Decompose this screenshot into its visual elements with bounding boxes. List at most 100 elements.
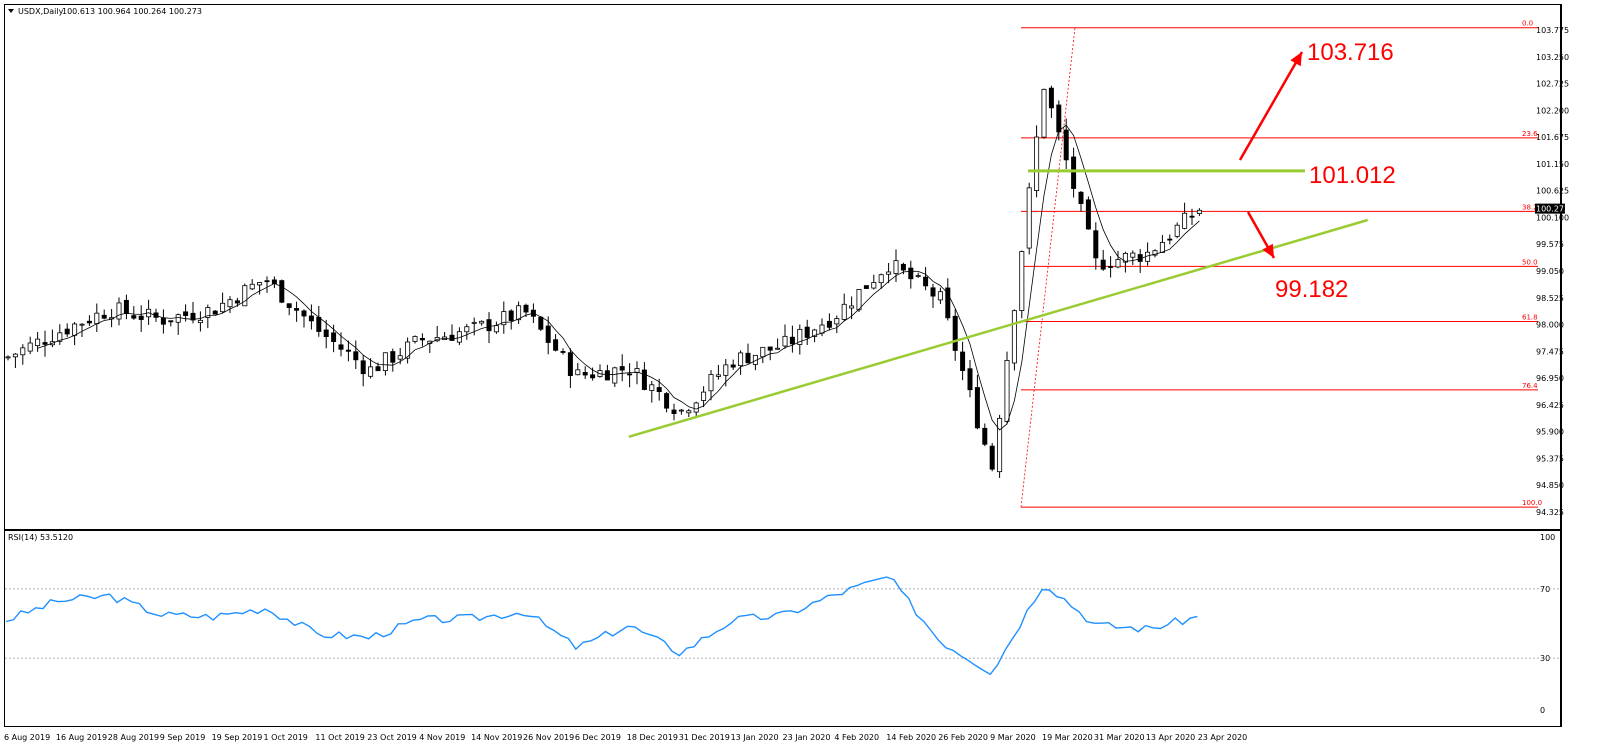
candle-body <box>257 282 263 286</box>
candle-body <box>190 312 196 321</box>
target-down-label: 99.182 <box>1275 276 1348 303</box>
price-tick: 98.525 <box>1536 294 1564 303</box>
candle-body <box>101 314 107 319</box>
candle-body <box>205 307 211 318</box>
candle-body <box>501 311 507 326</box>
candle-body <box>553 339 559 351</box>
rsi-tick: 30 <box>1540 654 1550 663</box>
ascending-trendline <box>628 218 1369 438</box>
fib-level-label: 76.4 <box>1522 382 1538 390</box>
date-tick: 26 Feb 2020 <box>938 733 988 742</box>
candle-body <box>745 352 751 364</box>
date-tick: 4 Feb 2020 <box>834 733 879 742</box>
candle-body <box>227 299 233 308</box>
candle-body <box>989 445 995 470</box>
date-tick: 23 Apr 2020 <box>1198 733 1247 742</box>
candle-body <box>804 326 810 338</box>
candle-body <box>715 374 721 377</box>
candle-body <box>923 276 929 287</box>
arrows <box>1238 51 1304 259</box>
symbol-info: USDX,Daily <box>18 7 64 16</box>
candle-body <box>1019 251 1025 311</box>
current-price-label: 100.273 <box>1536 205 1569 214</box>
candle-body <box>72 323 78 336</box>
candle-body <box>937 291 943 301</box>
moving-average <box>37 124 1200 431</box>
price-tick: 95.375 <box>1536 454 1564 463</box>
candle-body <box>723 364 729 376</box>
candle-body <box>64 328 70 335</box>
candle-body <box>212 310 218 315</box>
candle-body <box>627 373 633 376</box>
candle-body <box>390 351 396 363</box>
candle-body <box>279 280 285 303</box>
date-tick: 18 Dec 2019 <box>627 733 678 742</box>
resistance-label: 101.012 <box>1309 162 1396 189</box>
candle-body <box>590 374 596 379</box>
candle-body <box>35 338 41 347</box>
date-axis: 6 Aug 2019 16 Aug 2019 28 Aug 2019 9 Sep… <box>4 733 1247 742</box>
candle-body <box>1122 252 1128 263</box>
candle-body <box>175 314 181 323</box>
candle-body <box>493 325 499 333</box>
candle-body <box>27 342 33 352</box>
candle-body <box>782 335 788 347</box>
candle-body <box>1174 224 1180 237</box>
rsi-series-line <box>5 576 1198 676</box>
candle-body <box>730 364 736 368</box>
fibonacci-labels: 0.0 23.6 38.2 50.0 61.8 76.4 100.0 <box>1522 20 1542 507</box>
candle-body <box>1026 187 1032 249</box>
candle-body <box>1085 199 1091 230</box>
candle-body <box>242 285 248 307</box>
candle-body <box>86 320 92 324</box>
candle-body <box>641 369 647 390</box>
price-tick: 102.200 <box>1536 106 1569 115</box>
date-tick: 11 Oct 2019 <box>315 733 364 742</box>
date-tick: 23 Jan 2020 <box>783 733 831 742</box>
candle-body <box>582 372 588 376</box>
candle-body <box>575 369 581 376</box>
candle-body <box>397 355 403 360</box>
candle-body <box>789 336 795 345</box>
price-tick: 94.850 <box>1536 481 1564 490</box>
candle-body <box>1115 259 1121 268</box>
candle-body <box>479 320 485 324</box>
up-arrow-shaft <box>1238 51 1304 161</box>
candle-body <box>1108 266 1114 268</box>
current-price-badge <box>1535 203 1565 214</box>
candle-body <box>160 317 166 325</box>
down-arrow-head <box>1262 243 1274 258</box>
candle-body <box>1130 252 1136 258</box>
dropdown-triangle-icon[interactable] <box>8 9 14 13</box>
candle-body <box>94 312 100 325</box>
price-tick: 100.100 <box>1536 213 1569 222</box>
date-tick: 19 Sep 2019 <box>212 733 263 742</box>
candle-body <box>1093 230 1099 259</box>
price-tick: 102.725 <box>1536 80 1569 89</box>
rsi-tick: 100 <box>1540 533 1555 542</box>
candle-body <box>286 303 292 308</box>
date-tick: 14 Feb 2020 <box>886 733 936 742</box>
candle-body <box>1152 250 1158 256</box>
candle-body <box>612 367 618 384</box>
candle-body <box>1078 191 1084 204</box>
date-tick: 23 Oct 2019 <box>367 733 416 742</box>
candle-body <box>412 336 418 342</box>
candle-body <box>79 323 85 326</box>
candle-body <box>1041 88 1047 138</box>
candle-body <box>849 305 855 309</box>
candle-body <box>708 374 714 392</box>
candle-body <box>508 310 514 321</box>
candle-body <box>967 368 973 391</box>
candle-body <box>345 349 351 352</box>
candle-body <box>701 391 707 401</box>
candle-body <box>12 353 18 358</box>
date-tick: 31 Mar 2020 <box>1094 733 1145 742</box>
candle-body <box>819 324 825 334</box>
candle-body <box>982 427 988 445</box>
date-tick: 28 Aug 2019 <box>108 733 159 742</box>
candle-body <box>5 356 11 359</box>
candle-body <box>264 280 270 283</box>
candle-body <box>538 316 544 330</box>
